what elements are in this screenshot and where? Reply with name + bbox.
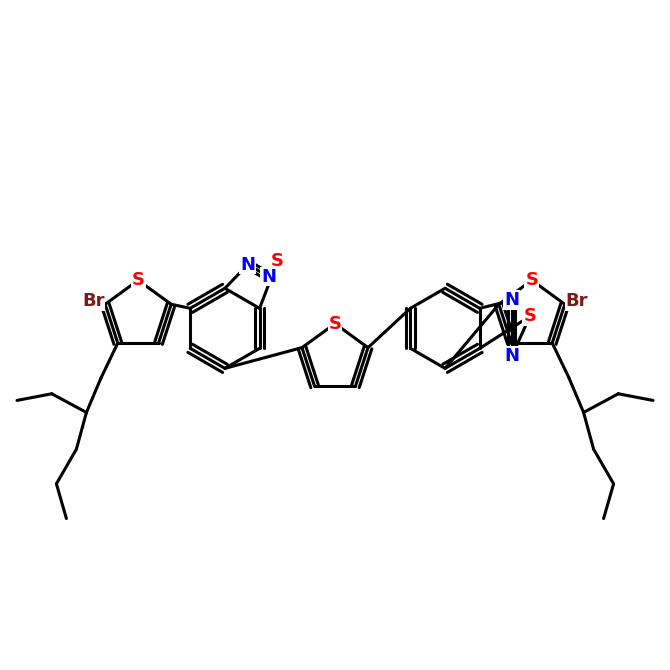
- Text: S: S: [271, 252, 284, 270]
- Text: Br: Br: [82, 292, 105, 310]
- Text: S: S: [132, 271, 145, 289]
- Text: N: N: [505, 347, 519, 365]
- Text: N: N: [261, 267, 276, 285]
- Text: S: S: [523, 308, 536, 326]
- Text: S: S: [328, 315, 342, 333]
- Text: S: S: [525, 271, 538, 289]
- Text: Br: Br: [565, 292, 588, 310]
- Text: N: N: [505, 291, 519, 310]
- Text: N: N: [241, 255, 255, 273]
